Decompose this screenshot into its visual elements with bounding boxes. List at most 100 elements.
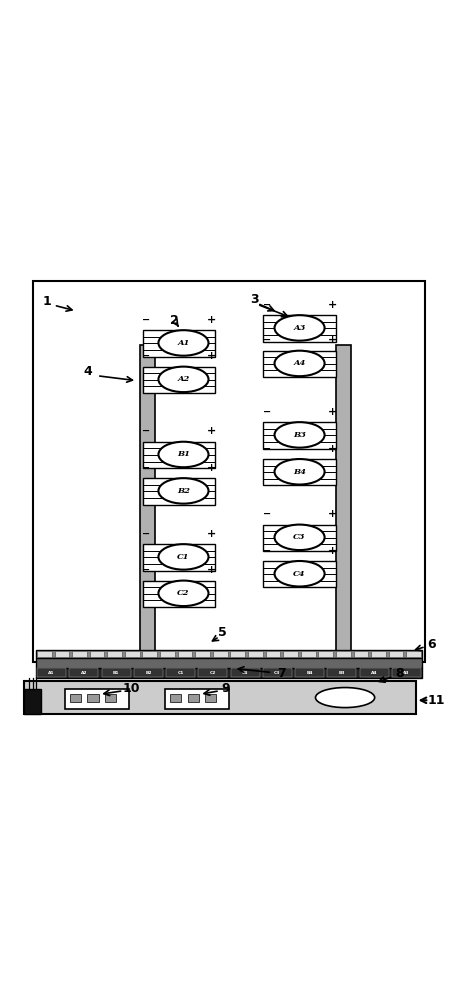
Text: 7: 7 — [277, 667, 286, 680]
Ellipse shape — [158, 478, 208, 504]
Bar — [195, 651, 210, 657]
Bar — [371, 651, 386, 657]
Bar — [263, 459, 336, 485]
Bar — [105, 694, 116, 702]
Text: −: − — [263, 509, 271, 519]
Text: C1: C1 — [177, 553, 190, 561]
Bar — [107, 651, 122, 657]
Bar — [266, 651, 280, 657]
Text: A1: A1 — [177, 339, 190, 347]
Text: A3: A3 — [294, 324, 306, 332]
Text: C1: C1 — [177, 671, 184, 675]
Bar — [389, 651, 403, 657]
Text: +: + — [207, 426, 216, 436]
Text: B3: B3 — [293, 431, 306, 439]
Bar — [70, 694, 81, 702]
Bar — [231, 668, 260, 677]
Text: 11: 11 — [427, 694, 445, 707]
Bar — [318, 651, 333, 657]
Bar — [70, 668, 98, 677]
Text: B1: B1 — [113, 671, 120, 675]
Text: +: + — [207, 351, 216, 361]
Bar — [142, 581, 215, 607]
Bar — [90, 651, 104, 657]
Ellipse shape — [158, 442, 208, 467]
Bar — [263, 315, 336, 342]
Bar — [134, 668, 163, 677]
Bar — [37, 651, 52, 657]
Bar — [327, 668, 356, 677]
Text: A4: A4 — [371, 671, 377, 675]
Text: C2: C2 — [177, 589, 190, 597]
Text: 3: 3 — [250, 293, 258, 306]
Text: C2: C2 — [210, 671, 216, 675]
Ellipse shape — [158, 367, 208, 392]
Text: 8: 8 — [395, 667, 404, 680]
Text: −: − — [263, 335, 271, 345]
Bar — [140, 345, 155, 659]
Text: A2: A2 — [81, 671, 87, 675]
Bar — [55, 651, 69, 657]
Text: −: − — [142, 315, 150, 325]
Text: C4: C4 — [293, 570, 306, 578]
Ellipse shape — [274, 561, 325, 586]
Bar — [263, 561, 336, 587]
Ellipse shape — [274, 315, 325, 341]
Bar — [160, 651, 175, 657]
Text: B4: B4 — [306, 671, 313, 675]
Text: −: − — [263, 444, 271, 454]
Bar — [263, 351, 336, 377]
Bar — [188, 694, 199, 702]
Bar — [142, 442, 215, 468]
Bar — [263, 525, 336, 551]
Bar — [354, 651, 368, 657]
Ellipse shape — [316, 688, 375, 708]
Text: +: + — [328, 335, 337, 345]
Ellipse shape — [274, 459, 325, 485]
Bar — [263, 668, 292, 677]
Bar — [406, 651, 421, 657]
Text: +: + — [207, 463, 216, 473]
Bar — [72, 651, 87, 657]
Text: 1: 1 — [43, 295, 51, 308]
Text: +: + — [328, 509, 337, 519]
Text: 4: 4 — [83, 365, 92, 378]
Text: A2: A2 — [177, 375, 190, 383]
Bar — [142, 367, 215, 393]
Text: 9: 9 — [221, 682, 229, 695]
Bar — [170, 694, 181, 702]
Text: 2: 2 — [170, 314, 179, 327]
Bar — [336, 651, 351, 657]
Bar — [24, 681, 416, 714]
Text: −: − — [142, 351, 150, 361]
Text: +: + — [328, 407, 337, 417]
Text: A3: A3 — [403, 671, 409, 675]
Bar — [295, 668, 324, 677]
Text: +: + — [328, 300, 337, 310]
Text: B2: B2 — [177, 487, 190, 495]
Bar — [165, 689, 229, 709]
Text: B2: B2 — [145, 671, 152, 675]
Bar — [36, 650, 422, 658]
Text: −: − — [142, 565, 150, 575]
Bar — [213, 651, 228, 657]
Text: −: − — [263, 300, 271, 310]
Text: A4: A4 — [294, 359, 306, 367]
Ellipse shape — [158, 581, 208, 606]
Bar — [142, 544, 215, 571]
Bar — [301, 651, 316, 657]
Text: +: + — [328, 546, 337, 556]
Text: C3: C3 — [293, 533, 306, 541]
Bar — [33, 281, 425, 662]
Bar — [102, 668, 131, 677]
Ellipse shape — [158, 544, 208, 570]
Bar — [87, 694, 98, 702]
Bar — [166, 668, 195, 677]
Text: C3: C3 — [274, 671, 280, 675]
Text: −: − — [142, 463, 150, 473]
Text: 5: 5 — [218, 626, 227, 639]
Ellipse shape — [274, 351, 325, 376]
Ellipse shape — [158, 330, 208, 356]
Text: B3: B3 — [338, 671, 345, 675]
Text: B1: B1 — [177, 450, 190, 458]
